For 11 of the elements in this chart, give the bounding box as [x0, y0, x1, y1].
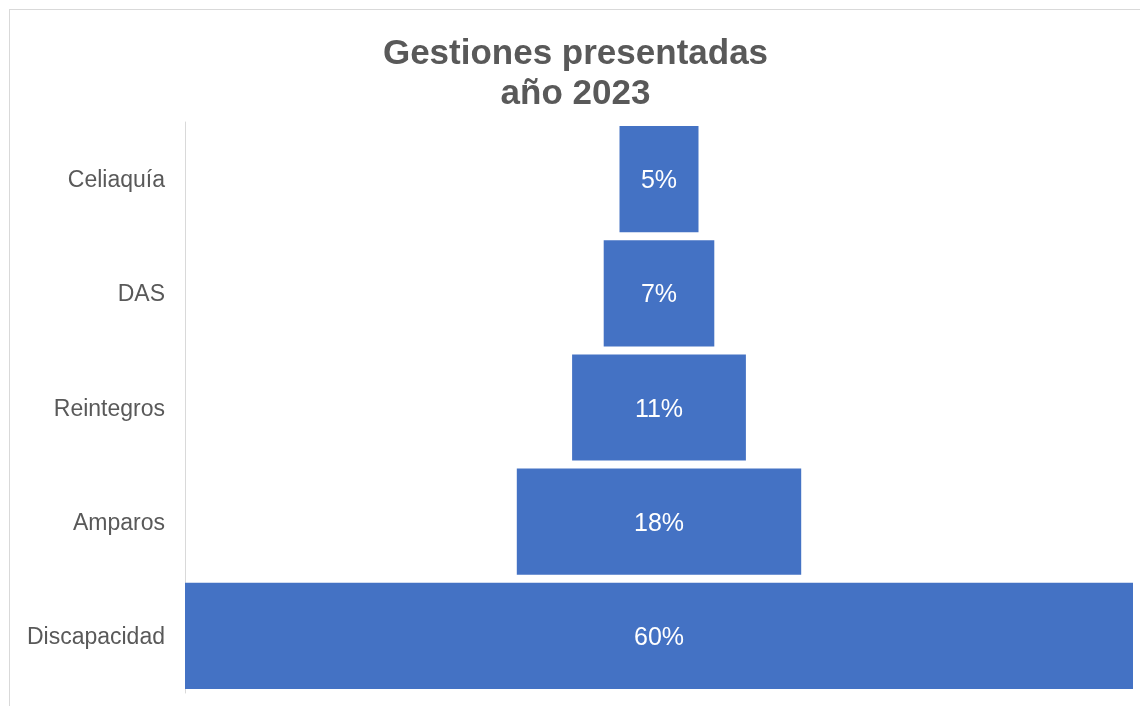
category-label: Amparos — [72, 508, 165, 535]
data-label: 18% — [633, 507, 685, 536]
data-label: 11% — [634, 393, 684, 422]
category-label: Discapacidad — [26, 622, 165, 649]
data-label: 5% — [640, 165, 678, 194]
data-label: 60% — [633, 621, 685, 650]
data-label: 7% — [640, 279, 678, 308]
category-label: Reintegros — [53, 394, 165, 421]
category-label: Celiaquía — [67, 166, 166, 193]
category-label: DAS — [117, 280, 165, 307]
text: Gestiones presentadas año 2023 — [382, 31, 769, 111]
